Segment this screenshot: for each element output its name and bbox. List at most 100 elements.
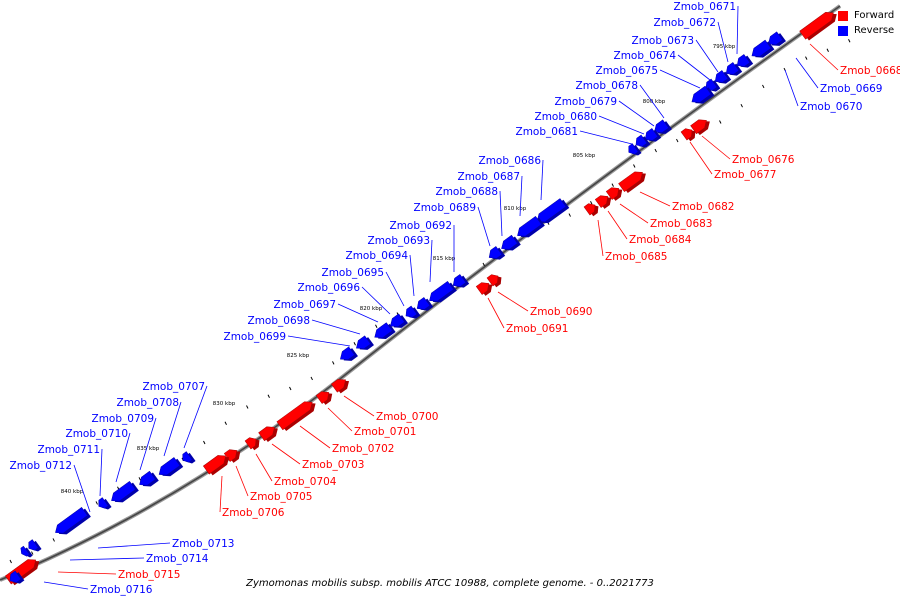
gene-label[interactable]: Zmob_0714 (146, 553, 209, 565)
gene-glyph-zmob-0682[interactable] (618, 167, 649, 194)
gene-glyph-zmob-0705[interactable] (223, 445, 243, 464)
gene-glyph-zmob-0685[interactable] (583, 200, 601, 218)
gene-glyph-zmob-0697[interactable] (372, 321, 396, 343)
gene-glyph-body (594, 195, 609, 208)
gene-label[interactable]: Zmob_0715 (118, 569, 180, 581)
gene-glyph-zmob-0672[interactable] (723, 61, 743, 80)
gene-glyph-zmob-0674[interactable] (703, 78, 721, 96)
gene-glyph-zmob-0693[interactable] (427, 280, 457, 307)
gene-label[interactable]: Zmob_0710 (66, 428, 128, 440)
gene-glyph-zmob-0716[interactable] (7, 570, 25, 588)
gene-label[interactable]: Zmob_0673 (632, 35, 694, 47)
gene-glyph-zmob-0676[interactable] (690, 115, 713, 136)
gene-glyph-zmob-0675[interactable] (689, 85, 715, 108)
gene-label[interactable]: Zmob_0689 (414, 202, 476, 214)
gene-glyph-zmob-0690[interactable] (486, 271, 504, 289)
gene-label[interactable]: Zmob_0702 (332, 443, 394, 455)
gene-glyph-zmob-0706[interactable] (203, 451, 232, 477)
gene-label[interactable]: Zmob_0686 (479, 155, 542, 167)
gene-label[interactable]: Zmob_0687 (458, 171, 520, 183)
gene-glyph-zmob-0681[interactable] (626, 142, 642, 158)
gene-label[interactable]: Zmob_0683 (650, 218, 712, 230)
gene-glyph-zmob-0713[interactable] (26, 538, 42, 554)
gene-label[interactable]: Zmob_0684 (629, 234, 692, 246)
gene-label[interactable]: Zmob_0709 (92, 413, 154, 425)
gene-glyph-zmob-0689[interactable] (486, 245, 506, 264)
gene-label[interactable]: Zmob_0701 (354, 426, 416, 438)
gene-glyph-zmob-0712[interactable] (52, 506, 91, 539)
gene-leader-line (385, 271, 405, 307)
gene-label[interactable]: Zmob_0703 (302, 459, 364, 471)
gene-label[interactable]: Zmob_0707 (143, 381, 205, 393)
gene-glyph-zmob-0696[interactable] (387, 313, 408, 333)
gene-glyph-zmob-0698[interactable] (353, 335, 374, 355)
gene-glyph-body (799, 12, 834, 40)
gene-glyph-zmob-0711[interactable] (96, 496, 112, 512)
gene-glyph-zmob-0688[interactable] (499, 234, 521, 255)
gene-label[interactable]: Zmob_0669 (820, 83, 882, 95)
gene-glyph-zmob-0714[interactable] (19, 545, 33, 560)
gene-glyph-zmob-0687[interactable] (515, 215, 545, 242)
gene-label[interactable]: Zmob_0691 (506, 323, 568, 335)
gene-glyph-zmob-0709[interactable] (137, 470, 159, 491)
gene-label[interactable]: Zmob_0690 (530, 306, 592, 318)
gene-glyph-zmob-0708[interactable] (156, 456, 184, 481)
gene-glyph-zmob-0680[interactable] (633, 134, 651, 152)
gene-glyph-zmob-0710[interactable] (109, 480, 139, 507)
gene-glyph-zmob-0679[interactable] (642, 127, 662, 146)
gene-label[interactable]: Zmob_0676 (732, 154, 795, 166)
gene-label[interactable]: Zmob_0681 (516, 126, 578, 138)
gene-glyph-zmob-0678[interactable] (651, 119, 672, 139)
gene-label[interactable]: Zmob_0698 (248, 315, 310, 327)
gene-label[interactable]: Zmob_0685 (605, 251, 667, 263)
gene-label[interactable]: Zmob_0670 (800, 101, 862, 113)
gene-label[interactable]: Zmob_0672 (654, 17, 716, 29)
gene-label[interactable]: Zmob_0697 (274, 299, 336, 311)
gene-label[interactable]: Zmob_0674 (614, 50, 677, 62)
gene-glyph-zmob-0699[interactable] (337, 346, 358, 366)
gene-glyph-zmob-0695[interactable] (403, 305, 421, 323)
gene-label[interactable]: Zmob_0694 (346, 250, 409, 262)
gene-glyph-zmob-0669[interactable] (765, 31, 786, 51)
gene-label[interactable]: Zmob_0700 (376, 411, 438, 423)
gene-glyph-zmob-0707[interactable] (180, 450, 196, 466)
gene-glyph-zmob-0670[interactable] (749, 39, 775, 62)
gene-glyph-zmob-0692[interactable] (450, 273, 470, 292)
gene-glyph-zmob-0668[interactable] (799, 8, 840, 42)
gene-label[interactable]: Zmob_0705 (250, 491, 312, 503)
gene-glyph-zmob-0694[interactable] (414, 296, 434, 315)
gene-label[interactable]: Zmob_0668 (840, 65, 900, 77)
gene-label[interactable]: Zmob_0712 (10, 460, 72, 472)
gene-glyph-zmob-0702[interactable] (276, 397, 319, 432)
gene-glyph-zmob-0703[interactable] (258, 422, 281, 443)
gene-label[interactable]: Zmob_0704 (274, 476, 337, 488)
gene-glyph-zmob-0691[interactable] (475, 278, 495, 297)
gene-label[interactable]: Zmob_0688 (436, 186, 498, 198)
gene-label[interactable]: Zmob_0677 (714, 169, 776, 181)
gene-glyph-body (635, 134, 648, 147)
gene-label[interactable]: Zmob_0711 (38, 444, 100, 456)
gene-label[interactable]: Zmob_0716 (90, 584, 153, 596)
gene-label[interactable]: Zmob_0678 (576, 80, 638, 92)
gene-label[interactable]: Zmob_0695 (322, 267, 384, 279)
gene-label[interactable]: Zmob_0679 (555, 96, 617, 108)
gene-label[interactable]: Zmob_0675 (596, 65, 658, 77)
gene-label[interactable]: Zmob_0693 (368, 235, 430, 247)
gene-label[interactable]: Zmob_0699 (224, 331, 286, 343)
gene-glyph-zmob-0677[interactable] (680, 125, 698, 143)
gene-label[interactable]: Zmob_0708 (117, 397, 179, 409)
gene-glyph-zmob-0701[interactable] (315, 387, 335, 406)
gene-glyph-zmob-0704[interactable] (244, 434, 262, 452)
gene-label[interactable]: Zmob_0682 (672, 201, 734, 213)
gene-label[interactable]: Zmob_0706 (222, 507, 285, 519)
gene-glyph-zmob-0700[interactable] (331, 375, 352, 395)
gene-label[interactable]: Zmob_0713 (172, 538, 234, 550)
gene-label[interactable]: Zmob_0671 (674, 1, 736, 13)
tick-label: 820 kbp (360, 306, 383, 312)
gene-label[interactable]: Zmob_0692 (390, 220, 452, 232)
gene-glyph-zmob-0673[interactable] (712, 69, 732, 88)
gene-glyph-zmob-0671[interactable] (734, 53, 754, 72)
gene-label[interactable]: Zmob_0680 (535, 111, 597, 123)
gene-glyph-zmob-0684[interactable] (594, 191, 614, 210)
gene-label[interactable]: Zmob_0696 (298, 282, 361, 294)
